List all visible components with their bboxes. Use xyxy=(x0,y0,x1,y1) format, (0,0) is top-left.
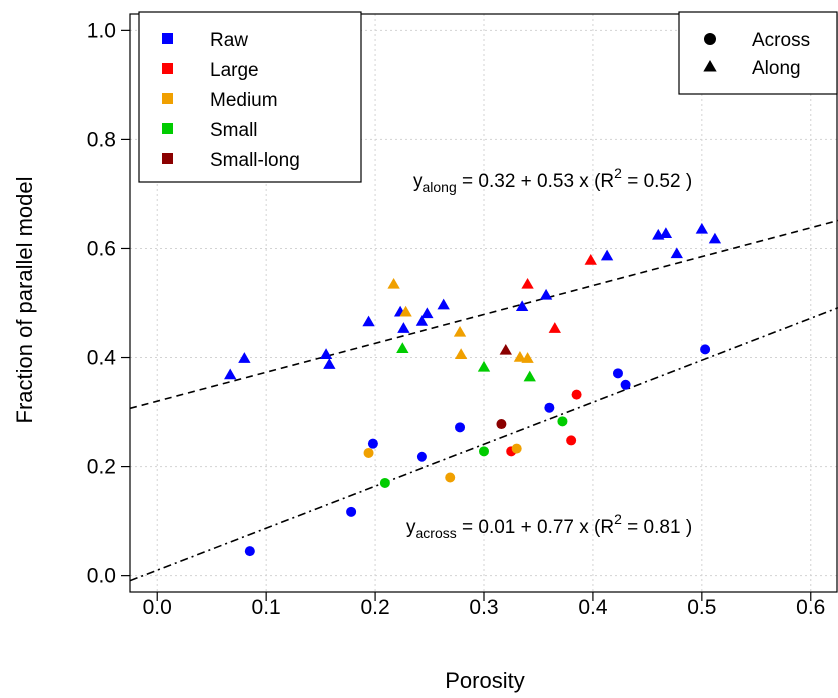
y-tick-label: 0.2 xyxy=(87,456,116,479)
point-along xyxy=(584,253,597,265)
y-axis-title: Fraction of parallel model xyxy=(12,176,37,423)
fit-label-along: yalong = 0.32 + 0.53 x (R2 = 0.52 ) xyxy=(413,165,692,195)
point-along xyxy=(238,352,251,363)
legend-direction-box xyxy=(678,11,838,95)
point-across xyxy=(571,389,582,400)
point-along xyxy=(421,307,434,319)
point-across xyxy=(346,506,357,517)
point-along xyxy=(708,232,722,244)
x-tick-label: 0.1 xyxy=(252,596,281,619)
point-across xyxy=(511,443,522,454)
legend-swatch xyxy=(162,153,173,164)
point-across xyxy=(363,447,374,458)
y-tick-label: 1.0 xyxy=(87,19,116,42)
point-along xyxy=(319,348,333,360)
legend-circle-marker xyxy=(704,33,716,45)
legend-label: Medium xyxy=(210,90,278,111)
x-tick-label: 0.4 xyxy=(578,596,608,619)
point-along xyxy=(454,348,468,360)
point-across xyxy=(612,368,623,379)
point-across xyxy=(479,446,489,457)
point-along xyxy=(397,322,410,333)
point-across xyxy=(455,422,466,433)
x-axis-title: Porosity xyxy=(445,668,524,693)
point-along xyxy=(396,342,409,354)
point-along xyxy=(659,227,673,238)
point-across xyxy=(445,472,456,483)
point-along xyxy=(695,222,709,234)
point-across xyxy=(620,379,631,390)
legend-label: Small-long xyxy=(210,150,300,171)
point-along xyxy=(224,368,237,380)
point-along xyxy=(415,315,429,326)
point-along xyxy=(539,288,553,300)
y-tick-label: 0.0 xyxy=(87,565,116,588)
legend-triangle-marker xyxy=(703,60,717,72)
point-across xyxy=(496,419,507,430)
legend-swatch xyxy=(162,33,173,44)
axes: 0.0 0.1 0.2 0.3 0.4 0.5 0.6 0.0 0.2 0.4 0.6 0.8 1.0 xyxy=(87,13,838,619)
point-along xyxy=(437,298,450,310)
fit-line-across xyxy=(130,307,838,582)
point-across xyxy=(367,438,378,449)
y-tick-label: 0.8 xyxy=(87,128,116,151)
point-along xyxy=(499,343,512,355)
x-tick-label: 0.6 xyxy=(796,596,825,619)
legend-label: Large xyxy=(210,60,259,81)
legend-swatch xyxy=(162,63,173,74)
point-along xyxy=(477,360,491,372)
point-across xyxy=(416,451,427,462)
point-along xyxy=(323,358,336,369)
x-tick-label: 0.0 xyxy=(143,596,172,619)
legend-groups: Raw Large Medium Small Small-long xyxy=(138,11,362,183)
point-along xyxy=(548,322,561,333)
point-along xyxy=(600,249,614,261)
point-along xyxy=(521,352,534,363)
point-along xyxy=(515,300,529,312)
legend-groups-box xyxy=(138,11,362,183)
legend-swatch xyxy=(162,93,173,104)
y-tick-label: 0.6 xyxy=(87,237,116,260)
point-along xyxy=(362,315,375,327)
data-points xyxy=(224,222,722,557)
point-along xyxy=(523,370,536,382)
legend-label: Along xyxy=(752,58,801,79)
point-along xyxy=(387,277,400,289)
point-across xyxy=(244,546,255,557)
point-across xyxy=(557,416,568,427)
x-tick-label: 0.5 xyxy=(687,596,716,619)
legend-label: Raw xyxy=(210,30,248,51)
legend-direction: Across Along xyxy=(678,11,838,95)
x-tick-label: 0.2 xyxy=(360,596,389,619)
fit-lines xyxy=(130,219,838,582)
legend-swatch xyxy=(162,123,173,134)
point-across xyxy=(379,477,390,488)
legend-label: Small xyxy=(210,120,258,141)
point-across xyxy=(700,344,711,355)
point-along xyxy=(670,247,683,259)
point-along xyxy=(453,325,467,337)
y-tick-label: 0.4 xyxy=(87,347,117,370)
fit-label-across: yacross = 0.01 + 0.77 x (R2 = 0.81 ) xyxy=(406,511,692,541)
legend-label: Across xyxy=(752,30,810,51)
point-along xyxy=(513,351,527,362)
plot-frame xyxy=(129,13,838,593)
x-tick-label: 0.3 xyxy=(469,596,498,619)
point-across xyxy=(544,402,555,413)
point-along xyxy=(521,277,534,289)
point-across xyxy=(566,435,577,446)
point-along xyxy=(399,305,412,317)
fit-line-along xyxy=(130,219,838,410)
